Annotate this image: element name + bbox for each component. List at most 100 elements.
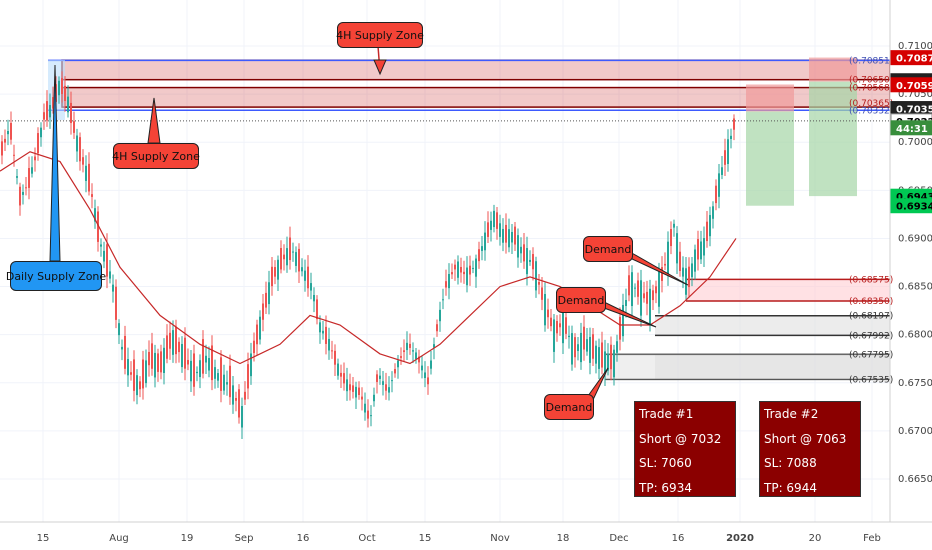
candle-body xyxy=(508,229,510,248)
candle-body xyxy=(34,156,36,161)
candle-body xyxy=(88,163,90,192)
time-tick-label-4: 16 xyxy=(297,533,310,544)
candle-body xyxy=(142,359,144,389)
supply-zone-4h-top-callout: 4H Supply Zone xyxy=(336,22,424,48)
candle-body xyxy=(625,299,627,306)
candle-body xyxy=(691,263,693,278)
candle-body xyxy=(640,280,642,316)
candle-body xyxy=(187,359,189,365)
supply-zone-4h-mid-label: 4H Supply Zone xyxy=(112,149,200,163)
trade-box-2: Trade #2 Short @ 7063 SL: 7088 TP: 6944 xyxy=(759,401,861,497)
candle-body xyxy=(22,191,24,195)
candle-body xyxy=(730,135,732,140)
candle-body xyxy=(523,244,525,262)
trade-1-sl: SL: 7060 xyxy=(639,456,692,470)
fib-label-7: (0.68197) xyxy=(849,312,893,322)
candle-body xyxy=(706,221,708,242)
candle-body xyxy=(148,351,150,366)
candle-body xyxy=(697,239,699,260)
candle-body xyxy=(250,353,252,377)
trade-2-tp: TP: 6944 xyxy=(764,480,817,495)
candle-body xyxy=(487,222,489,237)
daily-supply-zone-callout: Daily Supply Zone xyxy=(6,261,106,291)
candle-body xyxy=(286,248,288,266)
trade-2-title: Trade #2 xyxy=(764,407,819,421)
candle-body xyxy=(190,360,192,382)
candle-body xyxy=(337,363,339,376)
time-tick-label-2: 19 xyxy=(181,533,194,544)
candle-body xyxy=(115,286,117,320)
demand-callout-2: Demand xyxy=(556,287,606,313)
candle-body xyxy=(592,334,594,359)
candle-body xyxy=(10,122,12,140)
candle-body xyxy=(25,187,27,189)
candle-body xyxy=(598,347,600,369)
demand-zone-1 xyxy=(655,315,890,336)
candle-body xyxy=(58,80,60,96)
trade-2-risk xyxy=(809,57,857,82)
candle-body xyxy=(400,356,402,358)
candle-body xyxy=(676,233,678,264)
candle-body xyxy=(205,355,207,363)
candle-body xyxy=(94,208,96,222)
candle-body xyxy=(496,212,498,229)
candle-body xyxy=(340,372,342,377)
fib-label-4: (0.70332) xyxy=(849,106,893,116)
candle-body xyxy=(712,206,714,219)
candle-body xyxy=(643,293,645,299)
candle-body xyxy=(109,271,111,279)
candle-body xyxy=(121,346,123,350)
daily-supply-zone-label: Daily Supply Zone xyxy=(5,269,107,283)
time-tick-label-7: Nov xyxy=(490,533,510,544)
price-badge-0 xyxy=(890,50,932,66)
candle-body xyxy=(202,339,204,374)
candle-body xyxy=(658,271,660,307)
candle-body xyxy=(217,373,219,381)
candle-body xyxy=(601,342,603,368)
candle-body xyxy=(673,223,675,228)
demand-callout-3: Demand xyxy=(544,394,594,420)
candle-body xyxy=(223,374,225,391)
candle-body xyxy=(526,248,528,275)
demand-callout-1: Demand xyxy=(583,236,633,262)
candle-body xyxy=(436,324,438,332)
candle-body xyxy=(454,264,456,270)
candle-body xyxy=(19,186,21,206)
candle-body xyxy=(46,101,48,121)
candle-body xyxy=(424,372,426,379)
candle-body xyxy=(622,304,624,337)
candle-body xyxy=(277,259,279,280)
candle-body xyxy=(583,326,585,350)
candle-body xyxy=(13,154,15,156)
candle-body xyxy=(292,251,294,253)
candle-body xyxy=(352,385,354,392)
candle-body xyxy=(358,387,360,396)
fib-label-8: (0.67992) xyxy=(849,331,893,341)
candle-body xyxy=(520,246,522,254)
trade-1-title: Trade #1 xyxy=(639,407,694,421)
candle-body xyxy=(394,369,396,374)
trade-2-entry: Short @ 7063 xyxy=(764,431,847,446)
candle-body xyxy=(163,347,165,373)
candle-body xyxy=(688,266,690,288)
candle-body xyxy=(667,241,669,275)
candle-body xyxy=(118,323,120,336)
candle-body xyxy=(451,272,453,275)
candle-body xyxy=(478,249,480,262)
time-tick-label-6: 15 xyxy=(419,533,432,544)
candle-body xyxy=(349,384,351,391)
candle-body xyxy=(505,224,507,243)
candle-body xyxy=(367,410,369,419)
candle-body xyxy=(655,286,657,294)
candle-body xyxy=(343,373,345,384)
candle-body xyxy=(70,102,72,124)
candle-body xyxy=(718,173,720,197)
candle-body xyxy=(649,288,651,325)
candle-body xyxy=(568,335,570,338)
candle-body xyxy=(127,359,129,376)
candle-body xyxy=(262,303,264,320)
